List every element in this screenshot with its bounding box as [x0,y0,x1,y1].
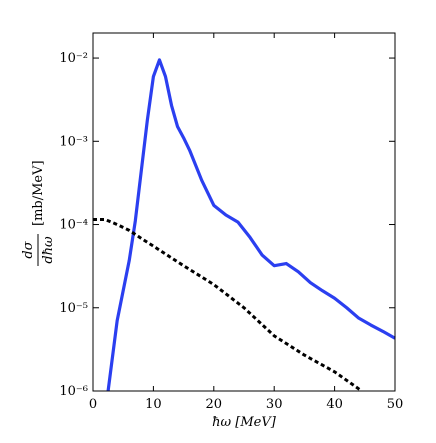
x-tick-label: 20 [206,397,223,412]
x-tick-label: 10 [145,397,162,412]
y-tick-label: 10⁻⁵ [59,301,88,316]
x-tick-label: 0 [89,397,97,412]
x-tick-label: 50 [387,397,404,412]
y-tick-label: 10⁻⁶ [59,384,88,399]
y-label-numerator: dσ [21,240,36,258]
line-series [106,58,396,392]
x-axis-label: ħω [MeV] [212,415,277,430]
x-tick-label: 40 [326,397,343,412]
line-series [93,217,363,393]
y-axis-label: dσ dħω [mb/MeV] [21,160,56,266]
x-tick-label: 30 [266,397,283,412]
y-tick-label: 10⁻² [59,51,88,66]
plot-frame [92,32,396,392]
y-label-denominator: dħω [41,236,56,264]
y-tick-label: 10⁻⁴ [59,218,88,233]
y-tick-label: 10⁻³ [59,134,88,149]
y-label-unit: [mb/MeV] [31,160,46,226]
